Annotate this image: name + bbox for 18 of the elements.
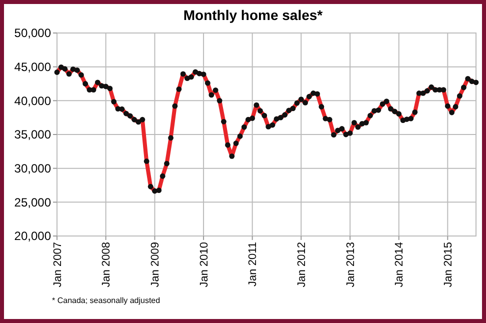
x-tick-label: Jan 2012 [296,242,308,288]
x-tick-label: Jan 2014 [394,242,406,288]
y-tick-label: 45,000 [14,60,52,74]
y-tick-label: 40,000 [14,94,52,108]
x-tick-label: Jan 2009 [150,242,162,288]
y-tick-label: 30,000 [14,162,52,176]
x-tick-label: Jan 2008 [100,242,113,288]
y-tick-label: 20,000 [14,229,52,244]
x-tick-label: Jan 2013 [344,242,357,288]
chart-title: Monthly home sales* [183,7,324,23]
text: * Canada; seasonally adjusted [52,296,160,305]
x-tick-label: Jan 2011 [247,242,260,286]
x-tick-label: Jan 2015 [442,242,455,288]
y-tick-label: 25,000 [14,195,52,210]
y-tick-label: 50,000 [14,26,52,40]
x-tick-label: Jan 2010 [198,242,210,288]
x-tick-label: Jan 2007 [52,242,64,288]
y-tick-label: 35,000 [14,128,52,142]
